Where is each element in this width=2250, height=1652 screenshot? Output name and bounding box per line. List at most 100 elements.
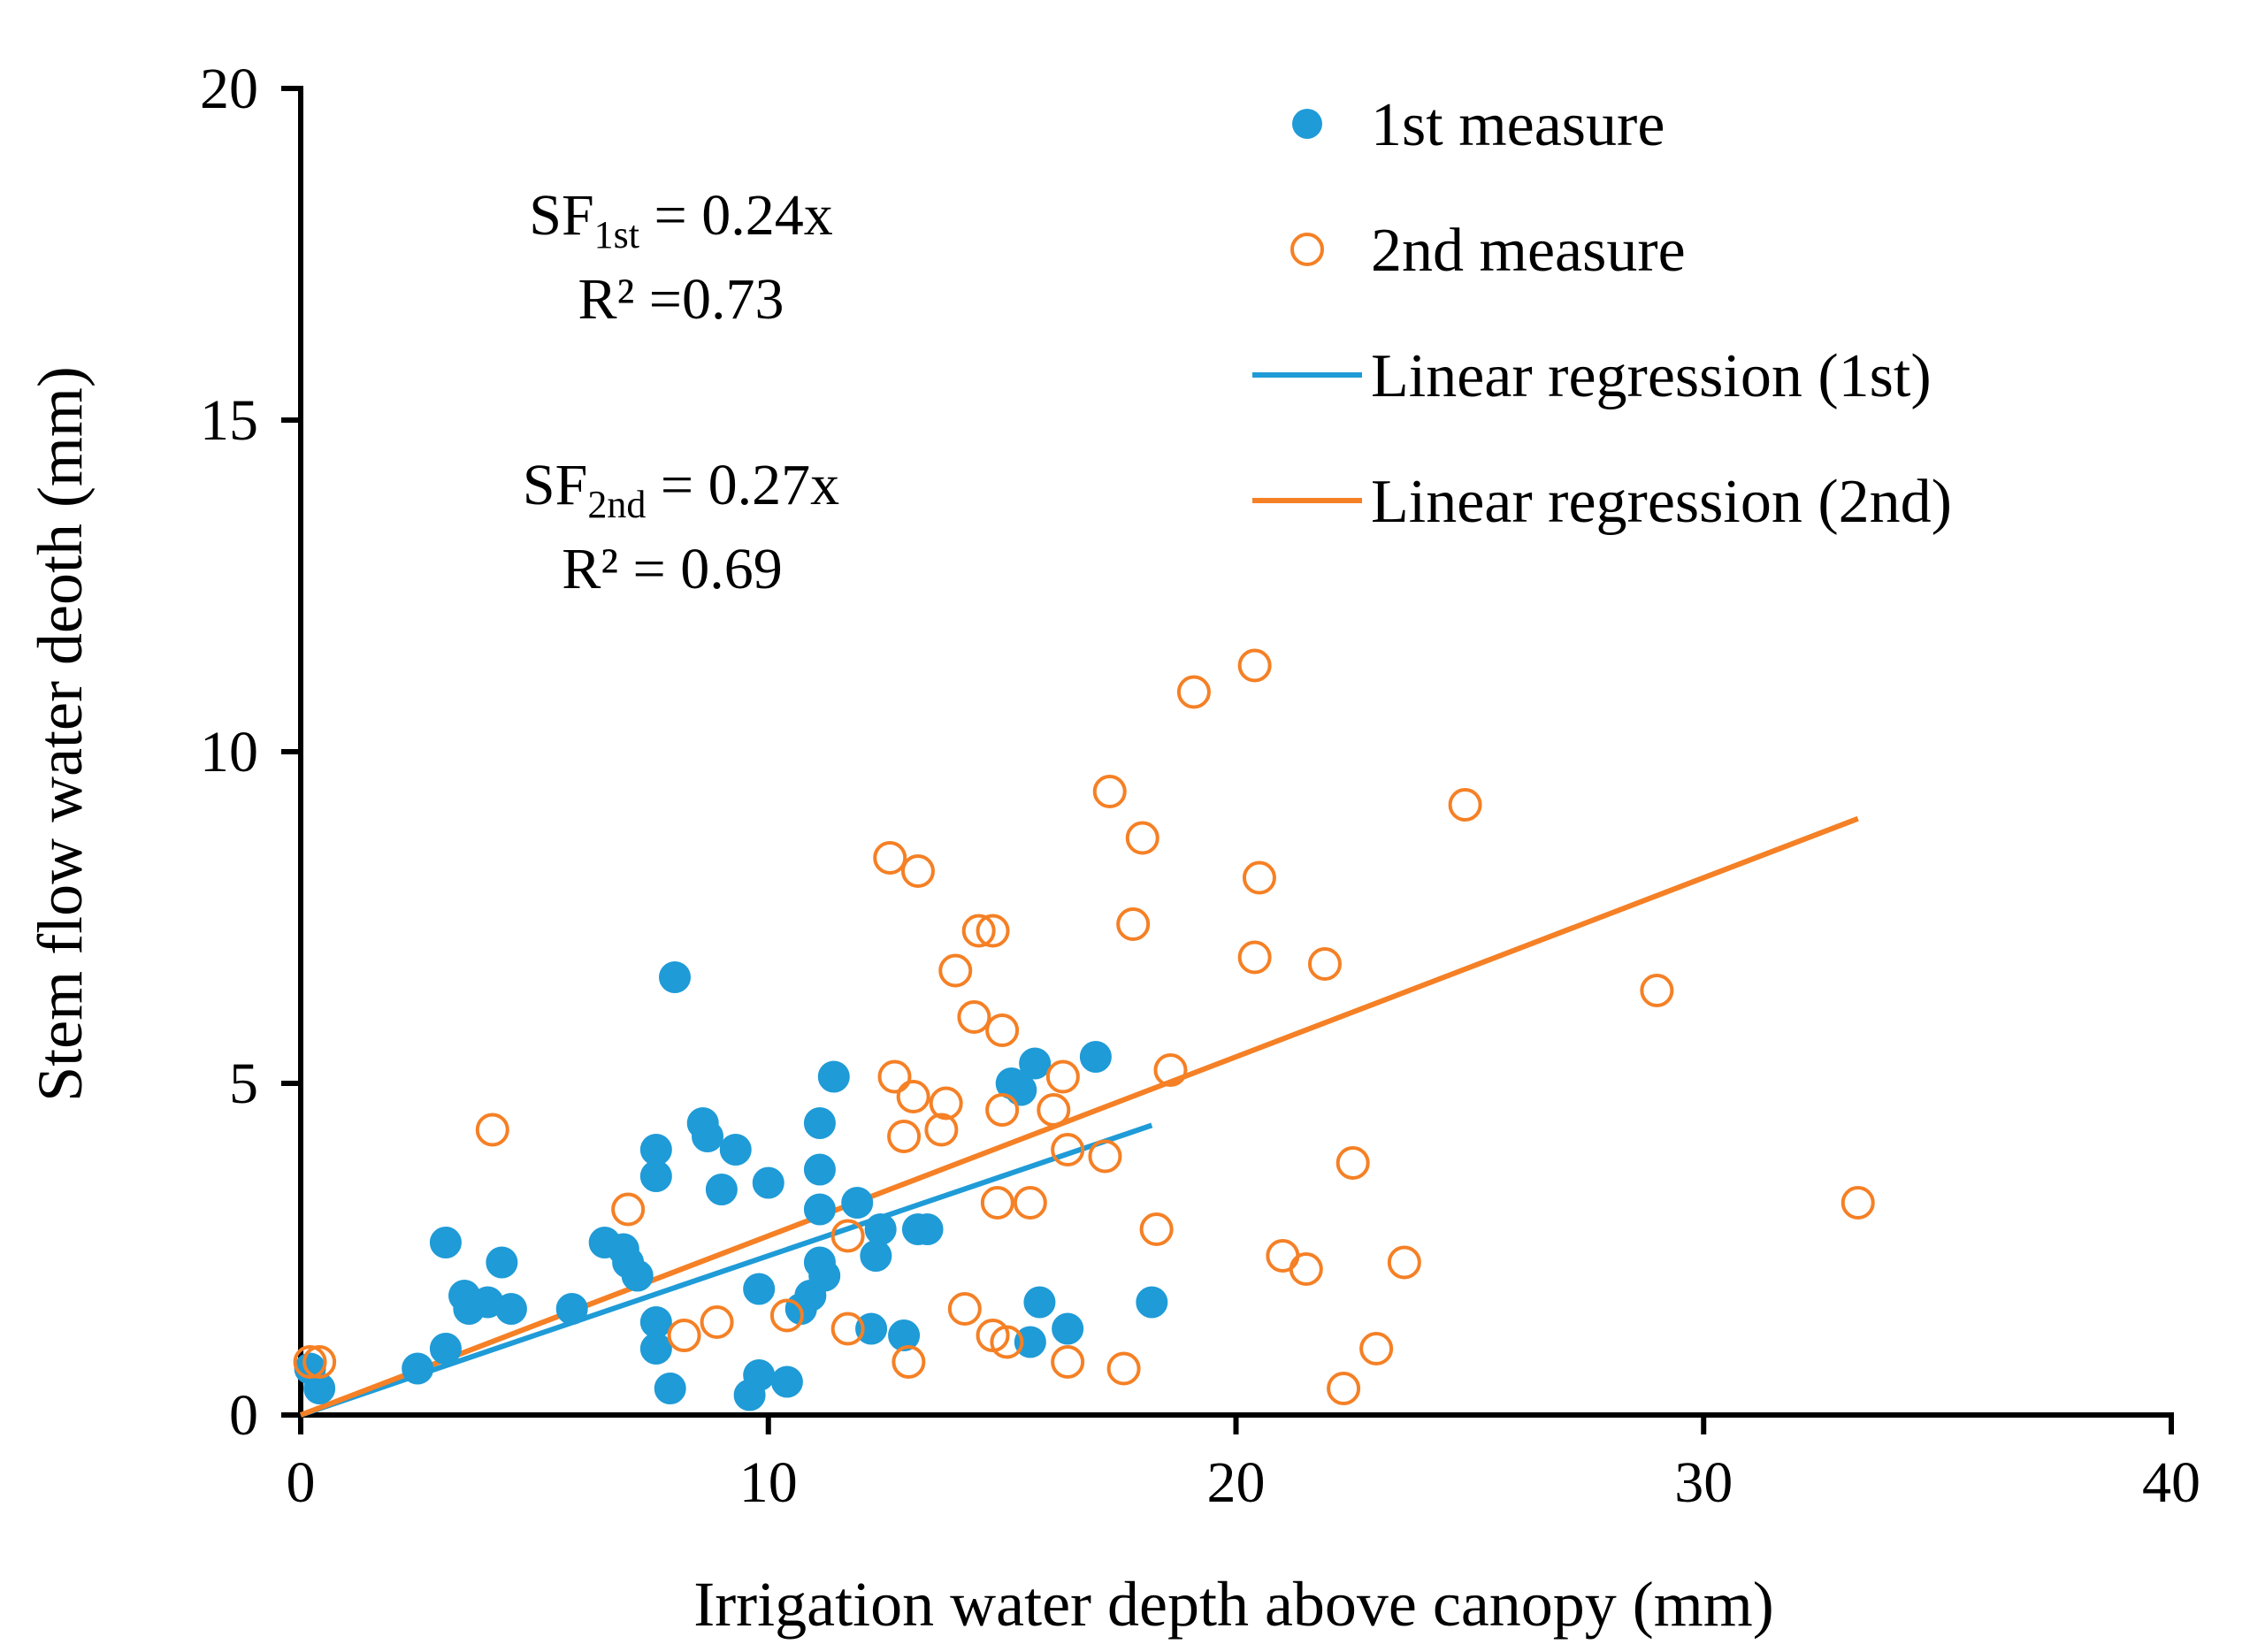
point-second-measure	[1106, 1351, 1141, 1386]
point-first-measure	[639, 1160, 672, 1192]
point-first-measure	[429, 1333, 462, 1365]
x-axis-label: Irrigation water depth above canopy (mm)	[693, 1569, 1774, 1640]
point-second-measure	[1037, 1093, 1071, 1127]
legend-label: Linear regression (1st)	[1371, 342, 1932, 410]
x-tick-label: 20	[1207, 1450, 1266, 1515]
point-second-measure	[1237, 940, 1272, 975]
point-first-measure	[1014, 1326, 1046, 1358]
point-first-measure	[659, 961, 691, 993]
legend-marker-first	[1292, 109, 1322, 139]
annotation-first-equation: SF1st = 0.24x	[529, 183, 833, 256]
point-second-measure	[980, 1186, 1014, 1220]
point-first-measure	[808, 1259, 841, 1292]
point-second-measure	[887, 1120, 922, 1153]
point-first-measure	[770, 1365, 803, 1398]
point-second-measure	[293, 1345, 327, 1379]
regression-annotations: SF1st = 0.24x R² =0.73 SF2nd = 0.27x R² …	[523, 183, 839, 601]
point-first-measure	[743, 1273, 776, 1305]
x-tick-label: 40	[2142, 1450, 2200, 1515]
point-first-measure	[864, 1213, 897, 1245]
point-second-measure	[900, 854, 935, 888]
annotation-first-r2: R² =0.73	[578, 267, 784, 332]
point-second-measure	[1327, 1372, 1361, 1405]
point-first-measure	[486, 1246, 518, 1279]
point-second-measure	[985, 1093, 1020, 1127]
point-second-measure	[1051, 1133, 1085, 1166]
point-second-measure	[830, 1219, 865, 1253]
annotation-second-equation: SF2nd = 0.27x	[523, 453, 839, 526]
point-first-measure	[639, 1333, 672, 1365]
point-first-measure	[692, 1120, 724, 1152]
y-tick-label: 15	[200, 388, 258, 453]
x-tick-label: 0	[287, 1450, 316, 1515]
y-tick-label: 20	[200, 57, 258, 121]
point-second-measure	[700, 1305, 734, 1339]
y-ticks: 0 5 10 15 20	[200, 57, 301, 1448]
point-second-measure	[1051, 1345, 1085, 1379]
point-second-measure	[1289, 1252, 1323, 1286]
point-second-measure	[976, 914, 1010, 948]
point-second-measure	[1045, 1059, 1080, 1094]
point-second-measure	[1640, 974, 1674, 1007]
point-second-measure	[1139, 1212, 1174, 1246]
point-second-measure	[957, 1000, 991, 1034]
point-second-measure	[302, 1345, 337, 1379]
point-second-measure	[1088, 1139, 1122, 1174]
point-second-measure	[938, 953, 973, 988]
point-second-measure	[1335, 1146, 1370, 1180]
point-first-measure	[654, 1373, 686, 1404]
point-first-measure	[888, 1319, 921, 1351]
point-first-measure	[803, 1107, 836, 1139]
point-first-measure	[639, 1306, 672, 1338]
legend: 1st measure 2nd measure Linear regression …	[1252, 91, 1952, 536]
regression-line-first	[300, 1122, 1153, 1418]
point-second-measure	[961, 914, 996, 948]
point-second-measure	[892, 1345, 926, 1379]
x-ticks: 0 10 20 30 40	[287, 1415, 2200, 1515]
point-second-measure	[830, 1312, 865, 1346]
point-second-measure	[611, 1192, 646, 1227]
point-second-measure	[1266, 1239, 1300, 1273]
point-first-measure	[841, 1187, 874, 1219]
point-first-measure	[1079, 1041, 1112, 1073]
point-second-measure	[1116, 907, 1151, 941]
point-second-measure	[1359, 1332, 1394, 1365]
point-second-measure	[1176, 675, 1211, 709]
point-first-measure	[803, 1153, 836, 1186]
point-first-measure	[1019, 1047, 1052, 1080]
point-second-measure	[1448, 788, 1482, 822]
legend-marker-second	[1290, 233, 1324, 266]
annotation-second-r2: R² = 0.69	[562, 537, 783, 601]
point-second-measure	[1841, 1186, 1875, 1220]
point-second-measure	[1125, 821, 1159, 855]
legend-label: Linear regression (2nd)	[1371, 468, 1952, 536]
point-first-measure	[911, 1213, 944, 1245]
point-second-measure	[896, 1080, 930, 1113]
point-second-measure	[1153, 1053, 1188, 1087]
point-first-measure	[817, 1060, 850, 1093]
point-first-measure	[402, 1352, 434, 1385]
legend-label: 1st measure	[1371, 91, 1665, 159]
point-second-measure	[924, 1113, 959, 1147]
point-second-measure	[475, 1113, 509, 1147]
point-second-measure	[877, 1059, 912, 1094]
point-first-measure	[705, 1174, 738, 1205]
point-first-measure	[752, 1166, 784, 1199]
data-points	[293, 648, 1875, 1411]
point-second-measure	[667, 1319, 701, 1352]
y-axis-label: Stem flow water deoth (mm)	[25, 366, 96, 1102]
point-first-measure	[743, 1359, 776, 1391]
point-first-measure	[639, 1134, 672, 1166]
legend-label: 2nd measure	[1371, 217, 1686, 285]
y-tick-label: 5	[229, 1052, 258, 1116]
y-tick-label: 10	[200, 720, 258, 784]
point-second-measure	[990, 1325, 1024, 1359]
y-tick-label: 0	[229, 1383, 258, 1448]
point-first-measure	[719, 1134, 752, 1166]
point-first-measure	[855, 1312, 888, 1345]
axes: 0 5 10 15 20 0 10 20 30 40	[200, 57, 2200, 1515]
point-second-measure	[929, 1086, 963, 1120]
point-first-measure	[1023, 1286, 1056, 1319]
x-tick-label: 10	[739, 1450, 798, 1515]
point-first-measure	[860, 1240, 892, 1272]
